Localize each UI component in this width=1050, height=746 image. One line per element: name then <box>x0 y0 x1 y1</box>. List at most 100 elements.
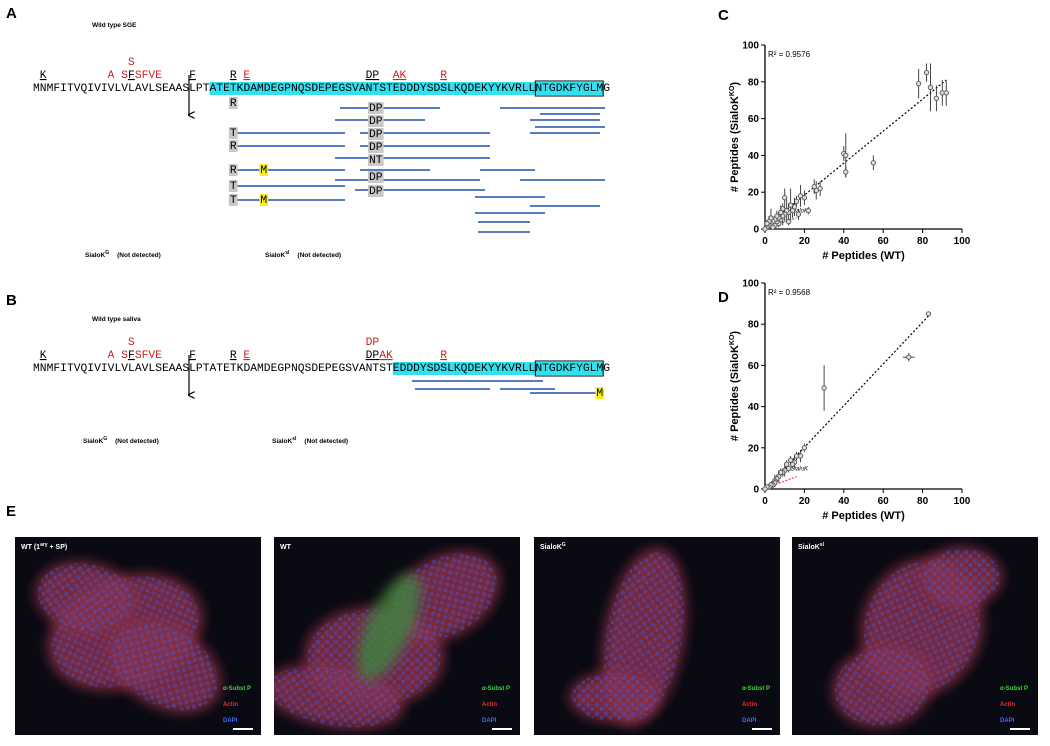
scatter-chart: 0 20 40 60 80 100 0 20 40 60 80 100 # Peptides (WT) #… <box>729 279 971 523</box>
stain-legend: DAPI <box>1000 718 1015 724</box>
residue-mark: M <box>260 195 267 207</box>
variant-residue: E <box>243 70 250 82</box>
residue-mark-bg <box>368 185 384 197</box>
dapi-stain <box>834 648 930 726</box>
variant-residue: AK <box>393 70 407 82</box>
y-label-text: # Peptides (SialoK <box>729 345 741 441</box>
data-point <box>811 184 817 190</box>
residue-mark: DP <box>369 172 383 184</box>
y-tick-label: 60 <box>748 361 760 372</box>
residue-mark: T <box>230 181 237 193</box>
residue-mark-bg <box>368 115 384 127</box>
micrograph: WT α-Subst P Actin DAPI <box>274 537 520 735</box>
data-point <box>762 486 768 492</box>
data-point <box>764 220 770 227</box>
y-label-text: # Peptides (SialoK <box>729 96 741 192</box>
residue-mark: T <box>230 195 237 207</box>
note-name: SialoK <box>85 252 106 259</box>
variant-residue: S <box>128 337 135 349</box>
stain-legend: Actin <box>223 702 238 708</box>
data-point <box>801 445 808 451</box>
r-squared: R² = 0.9576 <box>768 50 811 59</box>
residue-mark: DP <box>369 116 383 128</box>
variant-residue: DP <box>366 337 380 349</box>
residue-mark: T <box>230 128 237 140</box>
y-label-end: ) <box>729 82 741 86</box>
c-terminal-box <box>534 80 604 97</box>
stain-legend: Actin <box>1000 702 1015 708</box>
tissue <box>35 561 221 713</box>
data-point <box>916 80 922 87</box>
x-axis-label: # Peptides (WT) <box>822 510 905 522</box>
sequence-panel: Wild type saliva MNMFITVQIVIVLVLAVLSEAASL… <box>33 316 610 445</box>
variant-residue: A <box>108 70 115 82</box>
stain-legend: Actin <box>482 702 497 708</box>
tissue <box>569 548 687 726</box>
y-tick-label: 0 <box>753 225 759 236</box>
stain-legend: α-Subst P <box>1000 686 1028 692</box>
variant-residue: R <box>230 70 237 82</box>
stain-legend: DAPI <box>742 718 757 724</box>
variant-residue: K <box>40 70 47 82</box>
residue-mark: R <box>230 141 237 153</box>
data-point <box>843 152 849 159</box>
x-tick-label: 100 <box>954 496 971 507</box>
residue-mark-bg <box>368 128 384 140</box>
x-tick-label: 20 <box>799 236 811 247</box>
panel-label: B <box>6 292 17 309</box>
micrograph: SialoKsl α-Subst P Actin DAPI <box>792 537 1038 735</box>
residue-mark: M <box>260 165 267 177</box>
title-sup: ary <box>40 542 48 548</box>
micrograph-title: WT (1ary + SP) <box>21 542 67 551</box>
data-point <box>906 354 912 360</box>
residue-mark-bg <box>368 154 384 166</box>
residue-mark-bg <box>228 127 238 139</box>
detection-note: SialoKG (Not detected) <box>83 436 159 445</box>
panel-title: Wild type SGE <box>92 22 137 29</box>
note-status: (Not detected) <box>117 252 161 259</box>
y-tick-label: 20 <box>748 188 760 199</box>
y-tick-label: 40 <box>748 151 760 162</box>
data-point <box>785 218 792 225</box>
y-label-sup: KO <box>729 334 736 345</box>
panel-label: C <box>718 7 729 24</box>
residue-mark-bg <box>228 194 238 206</box>
data-point <box>784 461 790 467</box>
residue-mark: DP <box>369 142 383 154</box>
note-name: SialoK <box>272 438 293 445</box>
panel-label: A <box>6 5 17 22</box>
y-tick-label: 80 <box>748 77 760 88</box>
data-point <box>787 457 794 463</box>
residue-mark-bg <box>368 171 384 183</box>
note-status: (Not detected) <box>115 438 159 445</box>
variant-residue: F <box>189 70 196 82</box>
variant-residue: A <box>108 350 115 362</box>
data-point <box>943 90 949 96</box>
dapi-stain <box>37 563 133 631</box>
data-point <box>843 169 849 175</box>
y-tick-label: 0 <box>753 485 759 496</box>
residue-mark: DP <box>369 129 383 141</box>
x-tick-label: 60 <box>878 496 890 507</box>
c-terminal-box <box>534 360 604 377</box>
data-point <box>923 69 930 76</box>
y-axis-label: # Peptides (SialoKKO) <box>729 82 741 192</box>
y-label-sup: KO <box>729 85 736 96</box>
residue-mark-bg <box>259 194 269 206</box>
mature-peptide-highlight <box>392 362 604 375</box>
data-point <box>927 84 934 90</box>
sequence: MNMFITVQIVIVLVLAVLSEAASLPTATETKDAMDEGPNQ… <box>33 83 610 95</box>
note-sup: G <box>105 250 109 256</box>
residue-mark-bg <box>595 387 605 399</box>
x-tick-label: 60 <box>878 236 890 247</box>
detection-note: SialoKsl (Not detected) <box>265 250 341 259</box>
substance-p-stain <box>357 573 421 681</box>
data-point <box>762 226 768 232</box>
data-point <box>782 195 788 201</box>
x-tick-label: 40 <box>838 496 850 507</box>
title-text: SialoK <box>798 544 820 551</box>
dapi-stain <box>924 548 1000 606</box>
detection-note: SialoKG (Not detected) <box>85 250 161 259</box>
x-tick-label: 0 <box>762 496 768 507</box>
